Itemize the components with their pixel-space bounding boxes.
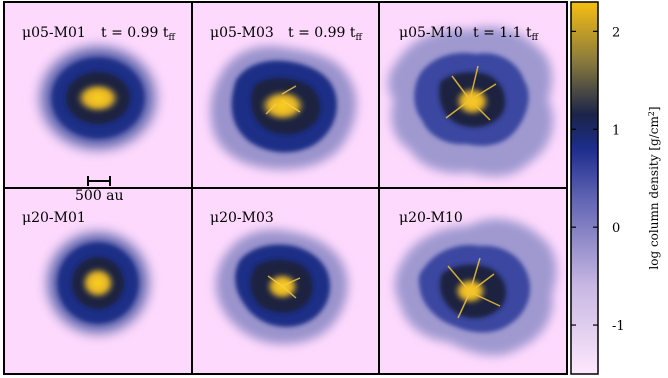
density-core [259, 90, 306, 122]
scale-bar [87, 176, 111, 186]
colorbar-ticks: 2 1 0 -1 [571, 25, 625, 334]
colorbar-tick-label: 2 [612, 25, 620, 40]
time-subscript: ff [169, 33, 176, 43]
filament [445, 65, 497, 121]
panel-time: t = 0.99 tff [288, 25, 363, 43]
density-core [76, 83, 120, 113]
colorbar-tick-label: -1 [612, 319, 625, 334]
panel-label: μ20-M03 [210, 210, 274, 226]
filament [267, 275, 301, 299]
panel-label: μ05-M03 [210, 25, 274, 41]
panel-mu20-m03: μ20-M03 [210, 210, 348, 345]
time-subscript: ff [532, 33, 539, 43]
panel-label: μ05-M10 [399, 25, 463, 41]
colorbar-tick-label: 0 [612, 221, 620, 236]
panel-mu20-m10: μ20-M10 [394, 210, 557, 356]
panel-mu05-m10: μ05-M10 t = 1.1 tff [388, 25, 554, 177]
panel-mu05-m01: μ05-M01 t = 0.99 tff 500 au [22, 25, 176, 204]
panel-frames [3, 1, 568, 375]
colorbar-title-sup: 2 [647, 111, 656, 116]
colorbar: 2 1 0 -1 log column density [g/cm2] [570, 1, 661, 375]
filament [265, 85, 301, 115]
filament [447, 257, 501, 319]
density-core [81, 267, 115, 299]
panel-label: μ20-M10 [399, 210, 463, 226]
colorbar-tick-label: 1 [612, 123, 620, 138]
panel-mu20-m01: μ20-M01 [22, 210, 156, 341]
panel-label: μ20-M01 [22, 210, 86, 226]
colorbar-gradient [570, 1, 599, 375]
time-subscript: ff [356, 33, 363, 43]
panel-time: t = 0.99 tff [101, 25, 176, 43]
colorbar-title: log column density [g/cm2] [647, 106, 661, 269]
scale-bar-label: 500 au [75, 188, 124, 204]
panel-label: μ05-M01 [22, 25, 86, 41]
panel-time: t = 1.1 tff [473, 25, 539, 43]
panel-mu05-m03: μ05-M03 t = 0.99 tff [210, 25, 363, 170]
